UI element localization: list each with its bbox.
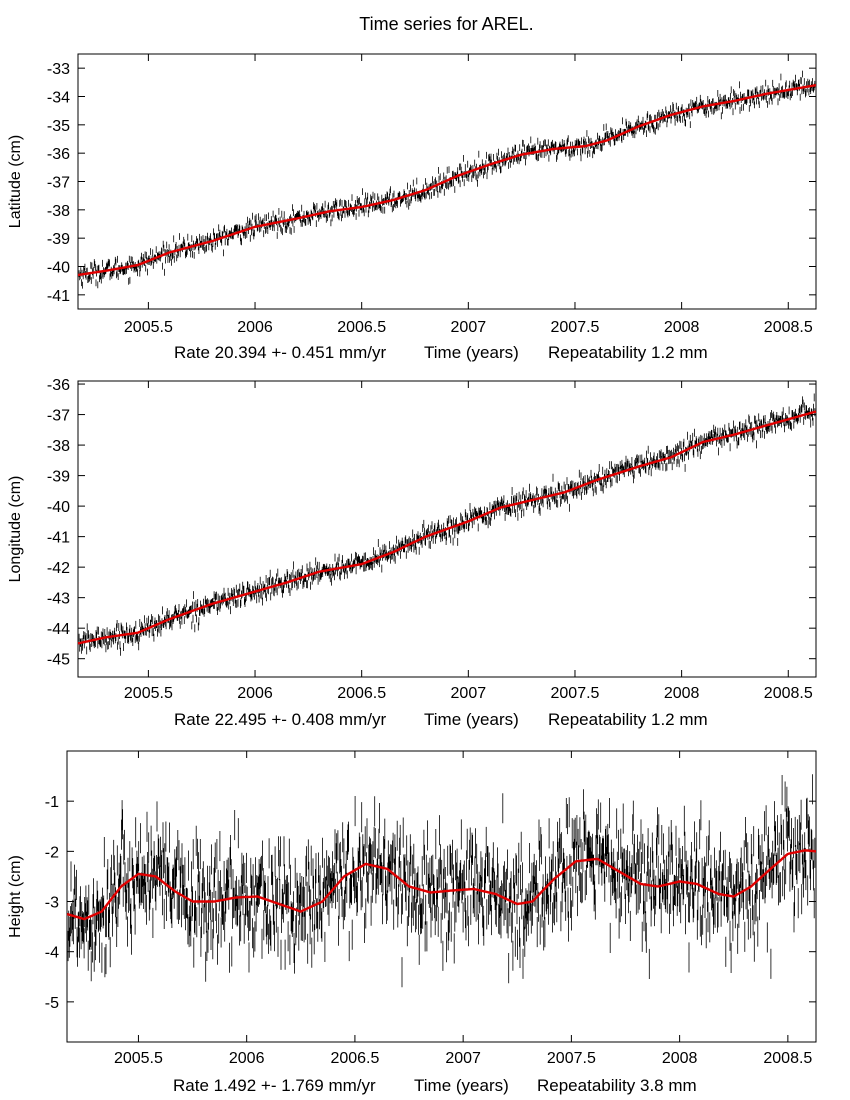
x-tick-label: 2007 [445, 1050, 481, 1067]
x-tick-label: 2007.5 [547, 1050, 596, 1067]
y-tick-label: -37 [47, 175, 70, 192]
x-tick-label: 2006 [237, 685, 273, 702]
y-tick-label: -41 [47, 530, 70, 547]
x-tick-label: 2007 [451, 319, 487, 336]
y-tick-label: -40 [47, 499, 70, 516]
model-fit-line [66, 849, 817, 921]
y-tick-label: -4 [45, 945, 59, 962]
y-tick-label: -38 [47, 203, 70, 220]
y-tick-label: -1 [45, 794, 59, 811]
y-tick-label: -36 [47, 146, 70, 163]
plot-frame [66, 750, 817, 1043]
rate-caption: Rate 1.492 +- 1.769 mm/yr [173, 1076, 376, 1095]
x-tick-label: 2008 [662, 1050, 698, 1067]
y-tick-label: -41 [47, 288, 70, 305]
model-fit-line [77, 410, 817, 645]
x-tick-label: 2007.5 [551, 319, 600, 336]
chart-longitude: -36 -37 -38 -39 -40 -41 -42 -43 -44 -45 2005.5 2006… [7, 377, 817, 729]
repeatability-caption: Repeatability 1.2 mm [548, 343, 708, 362]
y-tick-label: -44 [47, 621, 70, 638]
y-axis-label: Height (cm) [7, 855, 24, 938]
x-tick-label: 2006.5 [337, 319, 386, 336]
y-tick-label: -33 [47, 61, 70, 78]
y-tick-label: -45 [47, 652, 70, 669]
repeatability-caption: Repeatability 3.8 mm [537, 1076, 697, 1095]
y-axis-label: Longitude (cm) [7, 476, 24, 583]
y-tick-label: -2 [45, 844, 59, 861]
y-tick-label: -39 [47, 469, 70, 486]
y-tick-label: -35 [47, 118, 70, 135]
y-tick-label: -3 [45, 895, 59, 912]
model-fit-line [77, 84, 817, 277]
observations-series [78, 393, 816, 656]
x-tick-label: 2008.5 [764, 319, 813, 336]
x-tick-label: 2005.5 [114, 1050, 163, 1067]
y-tick-label: -43 [47, 591, 70, 608]
x-tick-label: 2005.5 [124, 685, 173, 702]
observation-error-bars [78, 393, 816, 656]
x-tick-label: 2006.5 [330, 1050, 379, 1067]
page-title: Time series for AREL. [359, 14, 534, 34]
chart-height: -1 -2 -3 -4 -5 2005.5 2006 2006.5 2007 2007.5 2008… [7, 750, 817, 1095]
x-tick-label: 2008 [664, 319, 700, 336]
rate-caption: Rate 22.495 +- 0.408 mm/yr [174, 710, 386, 729]
x-tick-label: 2006.5 [337, 685, 386, 702]
y-tick-label: -39 [47, 231, 70, 248]
x-tick-label: 2007 [451, 685, 487, 702]
y-tick-label: -5 [45, 995, 59, 1012]
x-tick-label: 2005.5 [124, 319, 173, 336]
x-tick-label: 2008.5 [763, 1050, 812, 1067]
y-tick-label: -34 [47, 90, 70, 107]
x-tick-label: 2008.5 [764, 685, 813, 702]
plot-frame [77, 380, 817, 678]
y-tick-label: -42 [47, 560, 70, 577]
y-tick-label: -40 [47, 260, 70, 277]
y-tick-label: -36 [47, 377, 70, 394]
x-tick-label: 2008 [664, 685, 700, 702]
x-tick-label: 2006 [229, 1050, 265, 1067]
time-axis-label: Time (years) [414, 1076, 509, 1095]
y-tick-label: -37 [47, 408, 70, 425]
time-axis-label: Time (years) [424, 710, 519, 729]
time-axis-label: Time (years) [424, 343, 519, 362]
x-tick-label: 2007.5 [551, 685, 600, 702]
x-tick-label: 2006 [237, 319, 273, 336]
repeatability-caption: Repeatability 1.2 mm [548, 710, 708, 729]
rate-caption: Rate 20.394 +- 0.451 mm/yr [174, 343, 386, 362]
chart-latitude: -33 -34 -35 -36 -37 -38 -39 -40 -41 2005.5 2006 200… [7, 53, 817, 362]
y-axis-label: Latitude (cm) [7, 135, 24, 228]
observation-error-bars [67, 774, 816, 988]
observations-series [67, 774, 816, 988]
y-tick-label: -38 [47, 438, 70, 455]
